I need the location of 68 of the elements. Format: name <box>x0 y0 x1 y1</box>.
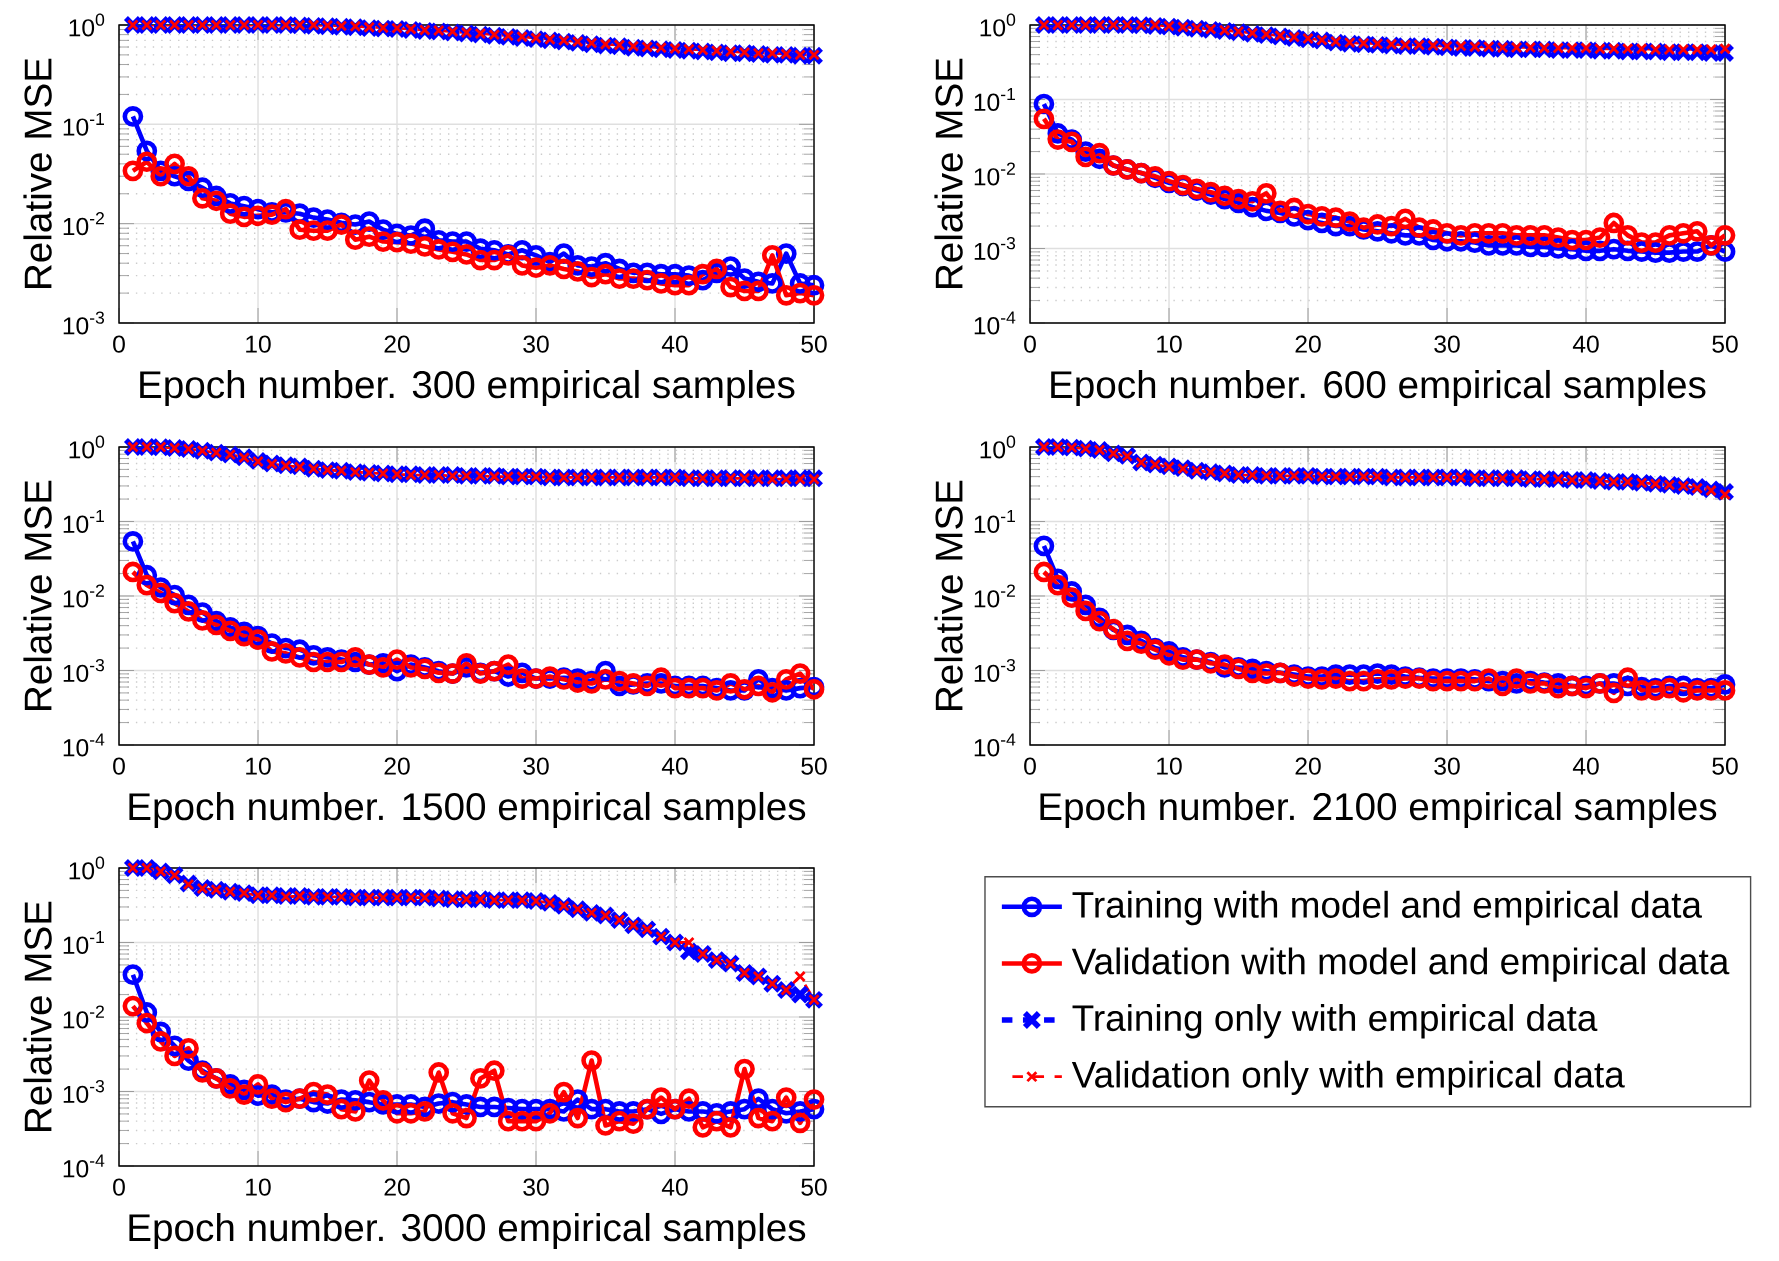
y-tick-label: 10$^{-3}$ <box>974 237 1016 261</box>
y-tick-label: 10$^{-3}$ <box>974 659 1016 683</box>
legend-label: Validation only with empirical data <box>1071 1060 1625 1096</box>
x-tick-label: 20 <box>384 335 410 353</box>
y-axis-title: Relative MSE <box>23 58 52 289</box>
x-tick-label: 20 <box>1295 335 1321 353</box>
y-tick-label: 10$^{0}$ <box>69 13 105 37</box>
y-tick-label: 10$^{-4}$ <box>63 1154 105 1178</box>
x-tick-label: 40 <box>1572 757 1599 775</box>
x-tick-label: 0 <box>1024 335 1036 353</box>
x-tick-label: 0 <box>113 335 125 353</box>
y-tick-label: 10$^{-1}$ <box>63 113 104 136</box>
x-tick-label: 0 <box>1024 757 1036 775</box>
y-tick-label: 10$^{0}$ <box>69 856 105 880</box>
y-tick-label: 10$^{-4}$ <box>63 733 105 757</box>
x-tick-label: 20 <box>384 1178 410 1196</box>
y-tick-label: 10$^{0}$ <box>69 435 105 459</box>
y-axis-title: Relative MSE <box>23 480 52 711</box>
y-tick-label: 10$^{-2}$ <box>63 1005 104 1029</box>
x-tick-label: 20 <box>1295 757 1321 775</box>
legend-label: Training with model and empirical data <box>1072 890 1702 926</box>
x-tick-label: 40 <box>661 335 688 353</box>
x-axis-title: Epoch number. 1500 empirical samples <box>129 792 806 829</box>
y-tick-label: 10$^{-2}$ <box>974 162 1015 186</box>
y-tick-label: 10$^{-2}$ <box>63 584 104 608</box>
x-tick-label: 0 <box>113 757 125 775</box>
y-axis-title: Relative MSE <box>23 901 52 1132</box>
y-tick-label: 10$^{-3}$ <box>63 311 105 335</box>
x-tick-label: 30 <box>523 757 549 775</box>
y-tick-label: 10$^{-3}$ <box>63 659 105 683</box>
y-tick-label: 10$^{-1}$ <box>63 510 104 534</box>
y-tick-label: 10$^{-2}$ <box>974 584 1015 608</box>
x-axis-title: Epoch number. 600 empirical samples <box>1051 370 1706 407</box>
x-tick-label: 50 <box>801 335 827 353</box>
x-tick-label: 30 <box>523 335 549 353</box>
x-tick-label: 50 <box>801 757 827 775</box>
x-tick-label: 10 <box>246 757 271 775</box>
x-tick-label: 30 <box>1434 757 1460 775</box>
legend-label: Training only with empirical data <box>1072 1004 1598 1039</box>
x-tick-label: 0 <box>113 1178 125 1196</box>
x-tick-label: 50 <box>1712 757 1738 775</box>
y-axis-title: Relative MSE <box>934 480 963 711</box>
x-tick-label: 10 <box>1157 335 1182 353</box>
x-axis-title: Epoch number. 3000 empirical samples <box>129 1213 806 1250</box>
y-tick-label: 10$^{0}$ <box>980 13 1016 37</box>
x-tick-label: 10 <box>246 335 271 353</box>
x-tick-label: 50 <box>801 1178 827 1196</box>
x-tick-label: 40 <box>1572 335 1599 353</box>
x-axis-title: Epoch number. 300 empirical samples <box>140 370 795 407</box>
legend-label: Validation with model and empirical data <box>1071 947 1730 982</box>
y-axis-title: Relative MSE <box>934 58 963 289</box>
x-axis-title: Epoch number. 2100 empirical samples <box>1040 792 1717 829</box>
y-tick-label: 10$^{-1}$ <box>974 510 1015 534</box>
y-tick-label: 10$^{-2}$ <box>63 212 104 236</box>
x-tick-label: 30 <box>523 1178 549 1196</box>
y-tick-label: 10$^{-4}$ <box>974 311 1016 335</box>
y-tick-label: 10$^{-4}$ <box>974 733 1016 757</box>
y-tick-label: 10$^{-1}$ <box>63 931 104 955</box>
y-tick-label: 10$^{-3}$ <box>63 1080 105 1104</box>
y-tick-label: 10$^{-1}$ <box>974 88 1015 112</box>
x-tick-label: 10 <box>1157 757 1182 775</box>
x-tick-label: 10 <box>246 1178 271 1196</box>
x-tick-label: 50 <box>1712 335 1738 353</box>
x-tick-label: 20 <box>384 757 410 775</box>
x-tick-label: 40 <box>661 757 688 775</box>
y-tick-label: 10$^{0}$ <box>980 435 1016 459</box>
x-tick-label: 40 <box>661 1178 688 1196</box>
x-tick-label: 30 <box>1434 335 1460 353</box>
